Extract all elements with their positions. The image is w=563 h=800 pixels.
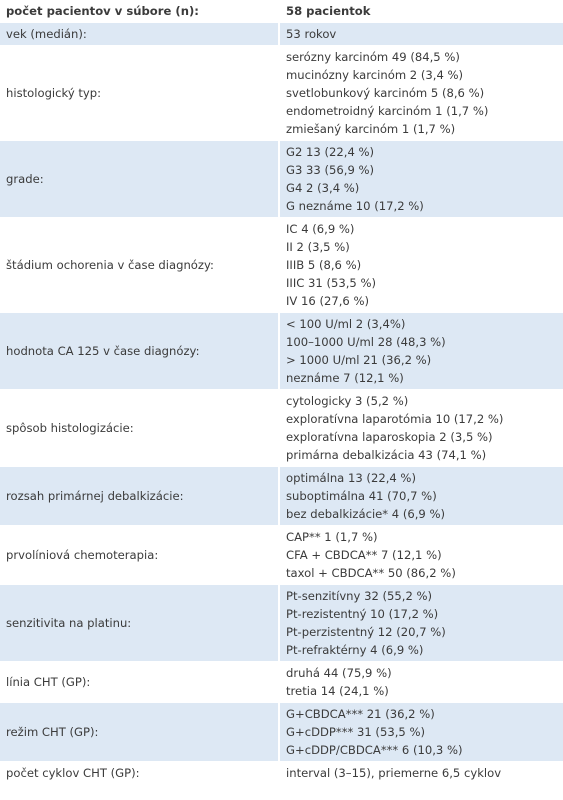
header-cell: počet pacientov v súbore (n):: [0, 0, 280, 23]
row-label: rozsah primárnej debalkizácie:: [0, 466, 280, 526]
row-values: IC 4 (6,9 %) II 2 (3,5 %) IIIB 5 (8,6 %) II…: [279, 217, 563, 313]
value-line: exploratívna laparotómia 10 (17,2 %): [286, 412, 504, 426]
row-values: cytologicky 3 (5,2 %) exploratívna laparo…: [279, 389, 563, 467]
row-values: interval (3–15), priemerne 6,5 cyklov: [279, 761, 563, 785]
row-label: vek (medián):: [0, 22, 280, 46]
value-line: primárna debalkizácia 43 (74,1 %): [286, 448, 487, 462]
table-row: histologický typ: serózny karcinóm 49 (84…: [0, 45, 563, 141]
value-line: IC 4 (6,9 %): [286, 222, 355, 236]
value-line: endometroidný karcinóm 1 (1,7 %): [286, 104, 489, 118]
value-line: druhá 44 (75,9 %): [286, 666, 392, 680]
value-line: interval (3–15), priemerne 6,5 cyklov: [286, 766, 502, 780]
value-line: Pt-rezistentný 10 (17,2 %): [286, 607, 439, 621]
value-line: exploratívna laparoskopia 2 (3,5 %): [286, 430, 493, 444]
value-line: < 100 U/ml 2 (3,4%): [286, 317, 406, 331]
table-row: prvolíniová chemoterapia: CAP** 1 (1,7 %)…: [0, 525, 563, 585]
value-line: G3 33 (56,9 %): [286, 163, 375, 177]
value-line: G neznáme 10 (17,2 %): [286, 199, 424, 213]
value-line: CFA + CBDCA** 7 (12,1 %): [286, 548, 442, 562]
value-line: IIIC 31 (53,5 %): [286, 276, 377, 290]
row-label: štádium ochorenia v čase diagnózy:: [0, 217, 280, 313]
row-values: CAP** 1 (1,7 %) CFA + CBDCA** 7 (12,1 %) t…: [279, 525, 563, 585]
row-values: Pt-senzitívny 32 (55,2 %) Pt-rezistentný …: [279, 584, 563, 662]
value-line: 53 rokov: [286, 27, 337, 41]
value-line: 100–1000 U/ml 28 (48,3 %): [286, 335, 446, 349]
row-label: grade:: [0, 140, 280, 218]
table-row: vek (medián): 53 rokov: [0, 22, 563, 46]
table-row: senzitivita na platinu: Pt-senzitívny 32 …: [0, 584, 563, 662]
value-line: svetlobunkový karcinóm 5 (8,6 %): [286, 86, 485, 100]
value-line: suboptimálna 41 (70,7 %): [286, 489, 437, 503]
row-label: režim CHT (GP):: [0, 702, 280, 762]
value-line: neznáme 7 (12,1 %): [286, 371, 404, 385]
header-cell: 58 pacientok: [279, 0, 563, 23]
value-line: tretia 14 (24,1 %): [286, 684, 389, 698]
value-line: optimálna 13 (22,4 %): [286, 471, 416, 485]
row-values: G2 13 (22,4 %) G3 33 (56,9 %) G4 2 (3,4 %)…: [279, 140, 563, 218]
value-line: Pt-perzistentný 12 (20,7 %): [286, 625, 446, 639]
table-row: línia CHT (GP): druhá 44 (75,9 %) tretia 1…: [0, 661, 563, 703]
value-line: G4 2 (3,4 %): [286, 181, 360, 195]
value-line: II 2 (3,5 %): [286, 240, 350, 254]
value-line: Pt-refraktérny 4 (6,9 %): [286, 643, 424, 657]
value-line: zmiešaný karcinóm 1 (1,7 %): [286, 122, 456, 136]
value-line: mucinózny karcinóm 2 (3,4 %): [286, 68, 464, 82]
row-label: hodnota CA 125 v čase diagnózy:: [0, 312, 280, 390]
table-row: grade: G2 13 (22,4 %) G3 33 (56,9 %) G4 2 (…: [0, 140, 563, 218]
row-values: druhá 44 (75,9 %) tretia 14 (24,1 %): [279, 661, 563, 703]
value-line: bez debalkizácie* 4 (6,9 %): [286, 507, 446, 521]
value-line: cytologicky 3 (5,2 %): [286, 394, 409, 408]
value-line: Pt-senzitívny 32 (55,2 %): [286, 589, 433, 603]
row-label: histologický typ:: [0, 45, 280, 141]
row-label: počet cyklov CHT (GP):: [0, 761, 280, 785]
row-label: prvolíniová chemoterapia:: [0, 525, 280, 585]
table-row: spôsob histologizácie: cytologicky 3 (5,2…: [0, 389, 563, 467]
value-line: G+cDDP/CBDCA*** 6 (10,3 %): [286, 743, 463, 757]
row-label: línia CHT (GP):: [0, 661, 280, 703]
value-line: G+CBDCA*** 21 (36,2 %): [286, 707, 435, 721]
row-values: optimálna 13 (22,4 %) suboptimálna 41 (70…: [279, 466, 563, 526]
header-row: počet pacientov v súbore (n): 58 pacient…: [0, 0, 563, 23]
row-values: G+CBDCA*** 21 (36,2 %) G+cDDP*** 31 (53,5…: [279, 702, 563, 762]
value-line: CAP** 1 (1,7 %): [286, 530, 378, 544]
value-line: IV 16 (27,6 %): [286, 294, 370, 308]
row-values: < 100 U/ml 2 (3,4%) 100–1000 U/ml 28 (48,…: [279, 312, 563, 390]
row-values: 53 rokov: [279, 22, 563, 46]
row-label: spôsob histologizácie:: [0, 389, 280, 467]
table-row: počet cyklov CHT (GP): interval (3–15), p…: [0, 761, 563, 785]
value-line: serózny karcinóm 49 (84,5 %): [286, 50, 460, 64]
value-line: G2 13 (22,4 %): [286, 145, 375, 159]
value-line: IIIB 5 (8,6 %): [286, 258, 362, 272]
table-row: režim CHT (GP): G+CBDCA*** 21 (36,2 %) G+c…: [0, 702, 563, 762]
table-row: hodnota CA 125 v čase diagnózy: < 100 U/m…: [0, 312, 563, 390]
value-line: taxol + CBDCA** 50 (86,2 %): [286, 566, 456, 580]
value-line: G+cDDP*** 31 (53,5 %): [286, 725, 425, 739]
table-row: štádium ochorenia v čase diagnózy: IC 4 (…: [0, 217, 563, 313]
row-values: serózny karcinóm 49 (84,5 %) mucinózny ka…: [279, 45, 563, 141]
value-line: > 1000 U/ml 21 (36,2 %): [286, 353, 432, 367]
row-label: senzitivita na platinu:: [0, 584, 280, 662]
table-row: rozsah primárnej debalkizácie: optimálna …: [0, 466, 563, 526]
